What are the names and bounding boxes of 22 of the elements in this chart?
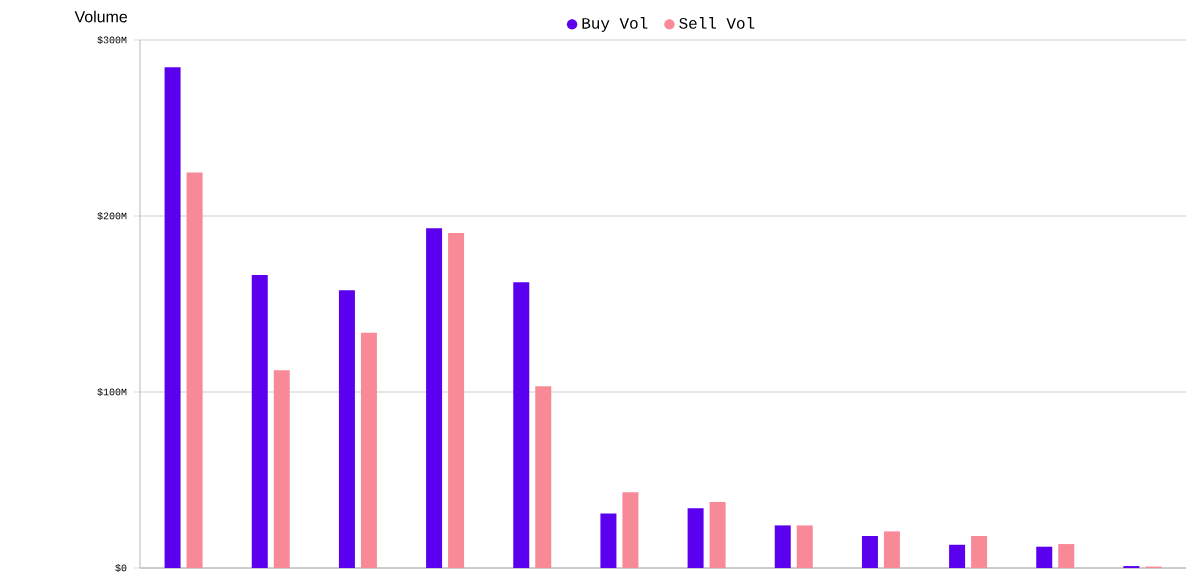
bar	[448, 233, 465, 568]
bar	[338, 290, 355, 568]
bar	[1036, 546, 1053, 568]
bar	[251, 274, 268, 568]
bar	[971, 535, 988, 568]
bar	[949, 544, 966, 568]
bar	[861, 535, 878, 568]
bar	[796, 525, 813, 568]
bar	[273, 370, 290, 568]
bar	[600, 513, 617, 568]
bar	[709, 502, 726, 568]
bar	[687, 508, 704, 568]
bar	[360, 332, 377, 568]
bar	[1058, 544, 1075, 568]
bar	[426, 228, 443, 568]
bar	[535, 386, 552, 568]
bar	[883, 531, 900, 568]
bar	[622, 492, 639, 568]
bar	[186, 172, 203, 568]
bar	[513, 282, 530, 568]
bar	[774, 525, 791, 568]
bar	[164, 67, 181, 568]
